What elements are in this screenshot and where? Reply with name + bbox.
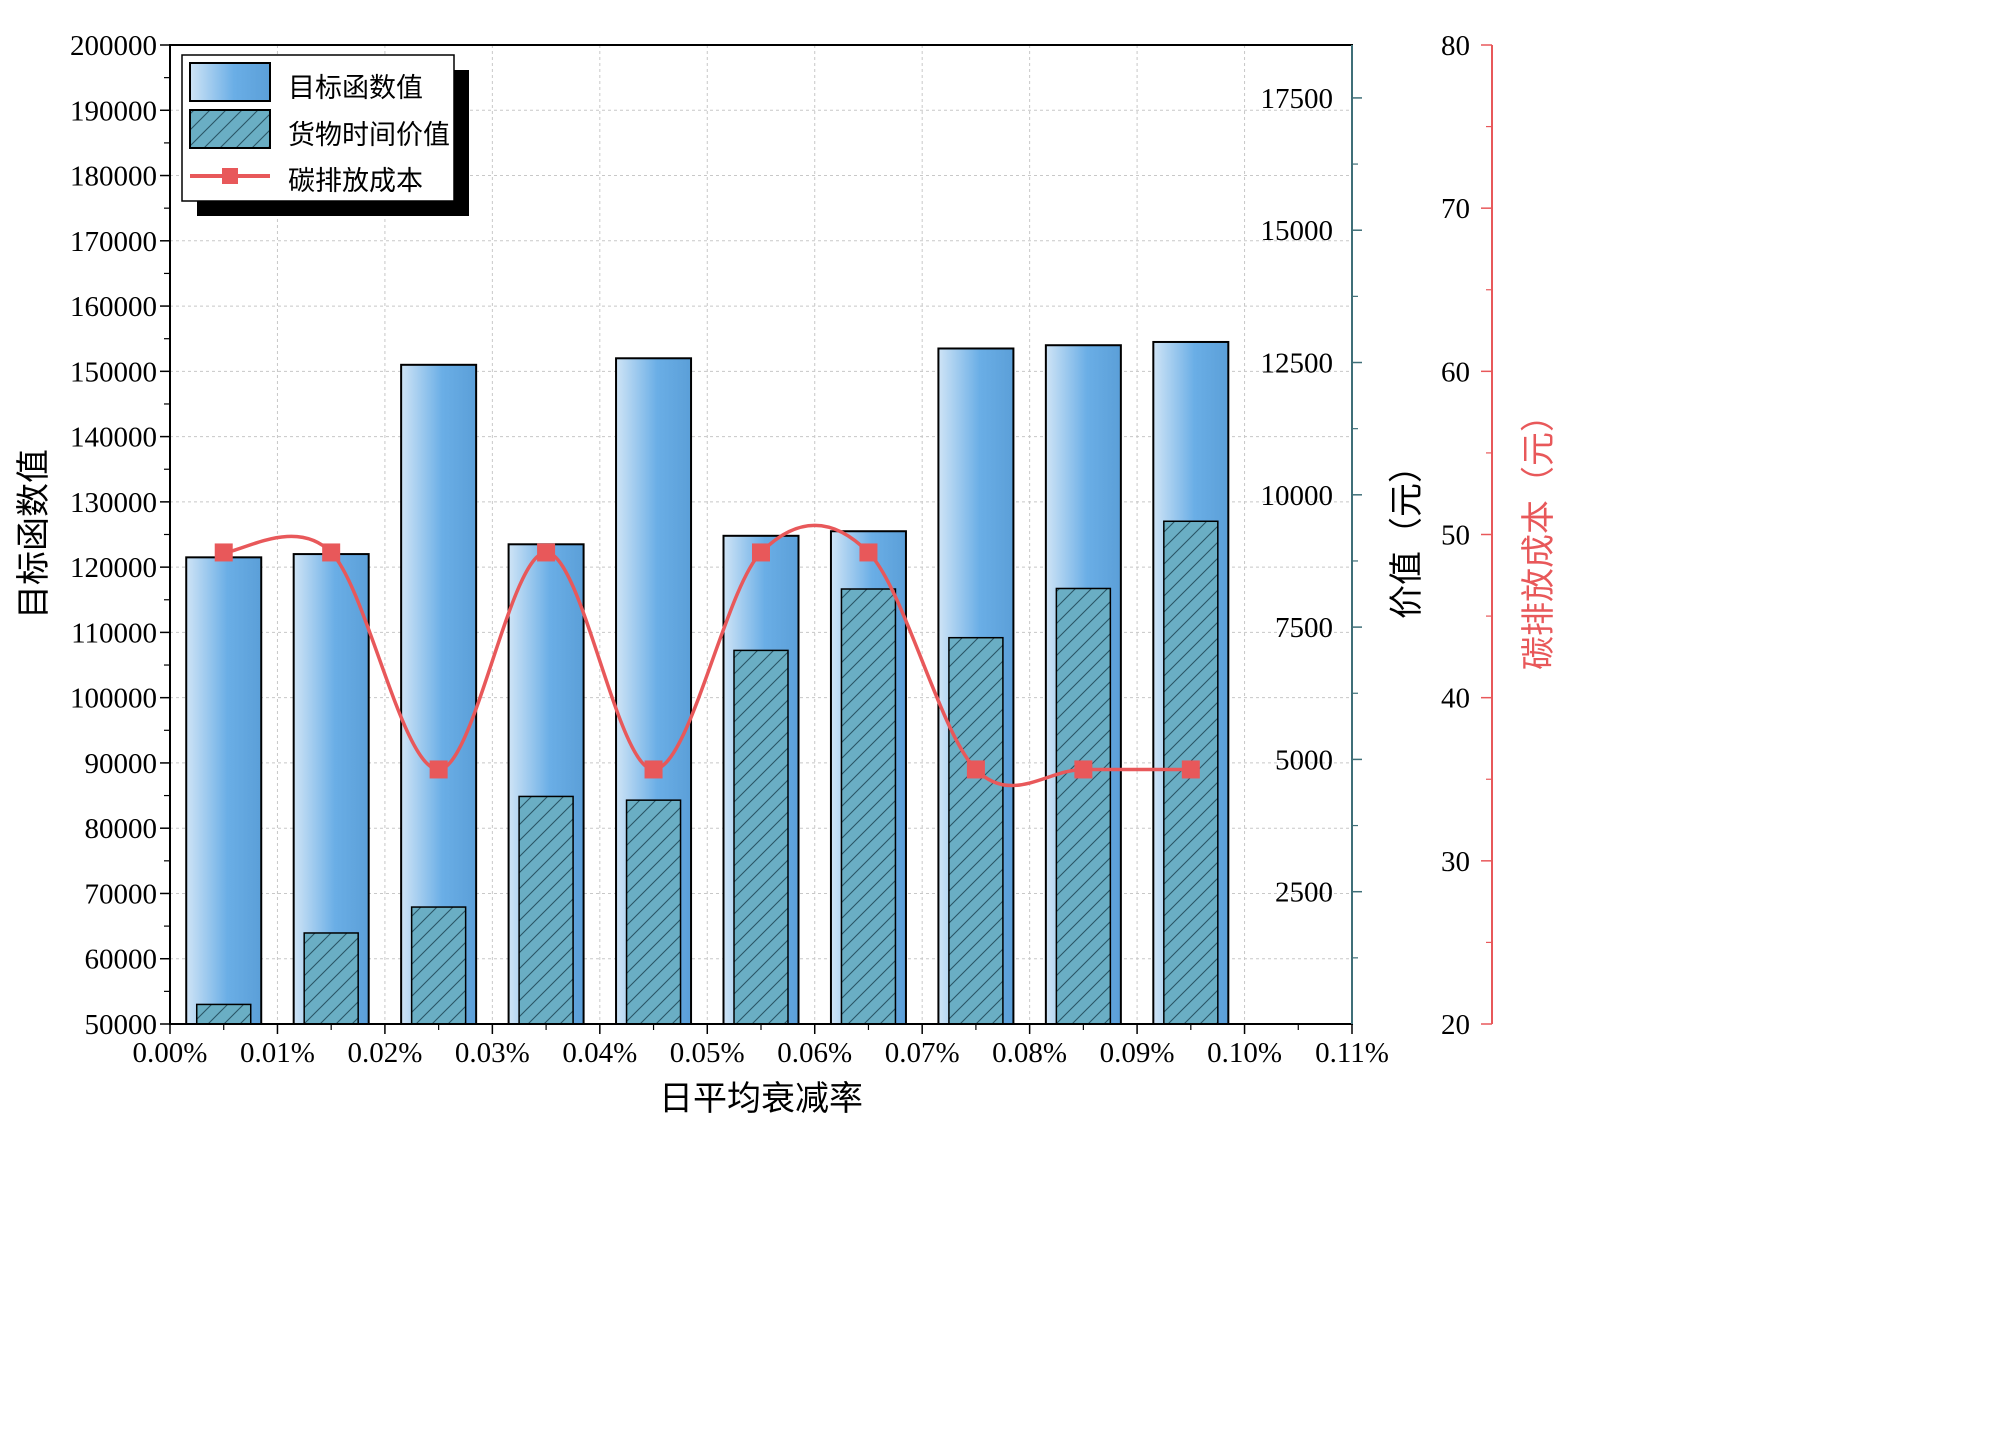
time-value-bars xyxy=(195,520,1219,1025)
y3-tick-label: 70 xyxy=(1441,193,1470,225)
y-tick-label: 190000 xyxy=(70,95,157,127)
y-tick-label: 140000 xyxy=(70,422,157,454)
x-tick-label: 0.05% xyxy=(670,1037,745,1069)
y-tick-label: 90000 xyxy=(85,748,158,780)
x-tick-label: 0.07% xyxy=(885,1037,960,1069)
x-tick-label: 0.00% xyxy=(133,1037,208,1069)
carbon-cost-marker xyxy=(859,543,878,562)
y-tick-label: 200000 xyxy=(70,30,157,62)
time-value-bar xyxy=(518,795,574,1025)
y-tick-label: 70000 xyxy=(85,878,158,910)
carbon-cost-marker xyxy=(537,543,556,562)
y-tick-label: 100000 xyxy=(70,683,157,715)
y2-tick-label: 12500 xyxy=(1261,348,1334,380)
x-tick-label: 0.06% xyxy=(777,1037,852,1069)
y3-tick-label: 30 xyxy=(1441,846,1470,878)
y-tick-label: 130000 xyxy=(70,487,157,519)
carbon-cost-marker xyxy=(1181,760,1200,779)
legend-label-time-value: 货物时间价值 xyxy=(288,120,450,150)
time-value-bar xyxy=(410,906,467,1025)
y-tick-label: 170000 xyxy=(70,226,157,258)
carbon-cost-marker xyxy=(752,543,770,562)
x-axis-label: 日平均衰减率 xyxy=(659,1080,863,1118)
y-tick-label: 120000 xyxy=(70,552,157,584)
objective-bar xyxy=(185,556,263,1025)
legend-marker-carbon xyxy=(222,168,238,184)
y3-tick-label: 40 xyxy=(1441,683,1470,715)
y-tick-label: 50000 xyxy=(85,1009,158,1041)
carbon-cost-marker xyxy=(1074,760,1093,779)
carbon-cost-line xyxy=(214,523,1200,788)
y3-axis-label: 碳排放成本（元） xyxy=(1520,398,1558,670)
x-tick-label: 0.03% xyxy=(455,1037,530,1069)
y-tick-label: 60000 xyxy=(85,944,158,976)
y-tick-label: 110000 xyxy=(71,617,157,649)
y3-tick-label: 80 xyxy=(1441,30,1470,62)
legend: 目标函数值 货物时间价值 碳排放成本 xyxy=(181,54,469,216)
y2-tick-label: 17500 xyxy=(1261,83,1334,115)
x-axis-ticks: 0.00% 0.01% 0.02% 0.03% 0.04% 0.05% 0.06% 0.07%… xyxy=(133,1024,1389,1069)
legend-swatch-time-value xyxy=(189,109,271,149)
carbon-cost-marker xyxy=(644,760,663,779)
time-value-bar xyxy=(1055,587,1112,1025)
y3-axis-ticks: 20 30 40 50 60 70 80 xyxy=(1441,30,1492,1041)
y2-tick-label: 5000 xyxy=(1275,744,1333,776)
legend-label-objective: 目标函数值 xyxy=(288,73,423,103)
carbon-cost-marker xyxy=(429,760,448,779)
x-tick-label: 0.08% xyxy=(992,1037,1067,1069)
y3-tick-label: 20 xyxy=(1441,1009,1470,1041)
time-value-bar xyxy=(195,1003,252,1025)
legend-swatch-objective xyxy=(189,62,271,102)
y3-tick-label: 50 xyxy=(1441,520,1470,552)
time-value-bar xyxy=(625,799,682,1025)
y-axis-ticks: 50000 60000 70000 80000 90000 100000 110000 120… xyxy=(70,30,170,1041)
y-axis-label: 目标函数值 xyxy=(15,449,53,619)
time-value-bar xyxy=(840,588,897,1025)
y-tick-label: 160000 xyxy=(70,291,157,323)
legend-label-carbon: 碳排放成本 xyxy=(288,166,423,196)
y2-tick-label: 2500 xyxy=(1275,877,1333,909)
y-tick-label: 80000 xyxy=(85,813,158,845)
time-value-bar xyxy=(733,649,789,1025)
y2-tick-label: 7500 xyxy=(1275,612,1333,644)
y3-tick-label: 60 xyxy=(1441,356,1470,388)
chart: 0.00% 0.01% 0.02% 0.03% 0.04% 0.05% 0.06% 0.07%… xyxy=(15,30,1558,1118)
x-tick-label: 0.11% xyxy=(1315,1037,1389,1069)
carbon-cost-marker xyxy=(322,543,341,562)
y2-tick-label: 10000 xyxy=(1261,480,1334,512)
carbon-cost-marker xyxy=(966,760,985,779)
y-tick-label: 180000 xyxy=(70,161,157,193)
y2-tick-label: 15000 xyxy=(1261,215,1334,247)
x-tick-label: 0.01% xyxy=(240,1037,315,1069)
x-tick-label: 0.10% xyxy=(1207,1037,1282,1069)
time-value-bar xyxy=(948,636,1004,1025)
x-tick-label: 0.02% xyxy=(347,1037,422,1069)
y2-axis-label: 价值（元） xyxy=(1388,449,1426,619)
y-tick-label: 150000 xyxy=(70,356,157,388)
x-tick-label: 0.09% xyxy=(1100,1037,1175,1069)
time-value-bar xyxy=(303,932,359,1025)
y2-axis-ticks: 2500 5000 7500 10000 12500 15000 17500 xyxy=(1261,83,1362,959)
carbon-cost-marker xyxy=(214,543,233,562)
x-tick-label: 0.04% xyxy=(562,1037,637,1069)
